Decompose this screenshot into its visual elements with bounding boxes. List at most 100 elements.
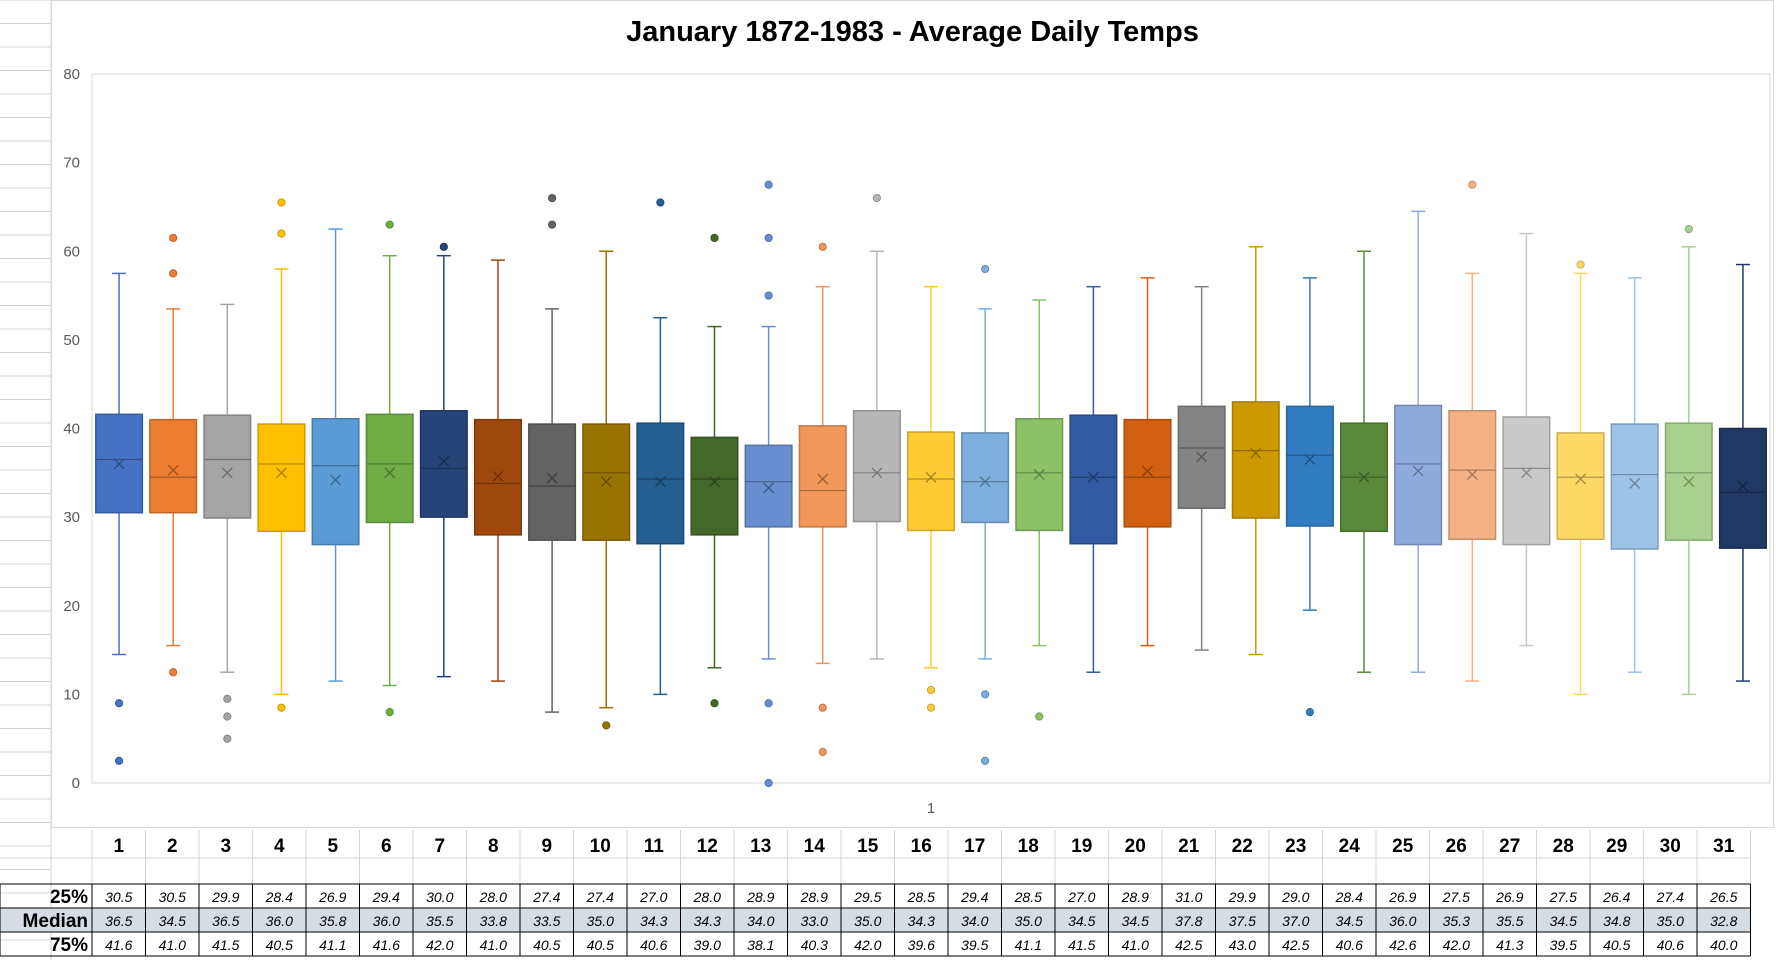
- cell-value: 28.5: [1014, 889, 1042, 905]
- cell-value: 42.0: [426, 937, 453, 953]
- box-day-24: [1340, 250, 1389, 673]
- box-day-18: [1015, 299, 1064, 721]
- cell-value: 32.8: [1710, 913, 1737, 929]
- cell-value: 40.6: [1336, 937, 1363, 953]
- box-day-20: [1123, 277, 1172, 647]
- box-day-15: [852, 193, 901, 660]
- outlier-point: [169, 668, 178, 677]
- iqr-box: [690, 436, 739, 536]
- mean-marker: [871, 467, 883, 479]
- mean-marker: [1683, 476, 1695, 488]
- cell-value: 41.0: [480, 937, 507, 953]
- cell-value: 40.5: [1603, 937, 1630, 953]
- outlier-point: [114, 756, 124, 765]
- iqr-box: [311, 418, 360, 546]
- cell-value: 30.5: [105, 889, 132, 905]
- cell-value: 27.5: [1442, 889, 1470, 905]
- cell-value: 34.3: [694, 913, 721, 929]
- cell-value: 42.0: [854, 937, 881, 953]
- cell-value: 35.0: [1015, 913, 1042, 929]
- mean-marker: [1087, 471, 1099, 483]
- box-day-7: [419, 242, 468, 678]
- cell-value: 29.5: [853, 889, 881, 905]
- cell-value: 42.5: [1282, 937, 1309, 953]
- day-number: 29: [1606, 836, 1627, 857]
- cell-value: 40.0: [1710, 937, 1737, 953]
- y-tick-label: 30: [63, 509, 80, 526]
- outlier-point: [169, 233, 178, 243]
- cell-value: 27.5: [1549, 889, 1577, 905]
- box-day-5: [311, 228, 360, 682]
- cell-value: 34.5: [1122, 913, 1149, 929]
- cell-value: 29.0: [1281, 889, 1309, 905]
- cell-value: 27.4: [1656, 889, 1684, 905]
- outlier-point: [1468, 180, 1477, 189]
- cell-value: 41.1: [1015, 937, 1042, 953]
- cell-value: 40.6: [640, 937, 667, 953]
- cell-value: 37.5: [1229, 913, 1256, 929]
- cell-value: 34.5: [1550, 913, 1577, 929]
- box-day-27: [1502, 232, 1551, 647]
- row-label: 75%: [50, 935, 88, 956]
- cell-value: 41.0: [159, 937, 186, 953]
- mean-marker: [654, 476, 666, 488]
- cell-value: 35.0: [854, 913, 881, 929]
- box-day-3: [203, 303, 252, 743]
- iqr-box: [528, 423, 577, 541]
- cell-value: 42.0: [1443, 937, 1470, 953]
- day-number: 10: [590, 836, 611, 857]
- outlier-point: [1684, 224, 1693, 234]
- box-day-13: [744, 180, 793, 788]
- cell-value: 27.4: [532, 889, 560, 905]
- day-number: 4: [274, 836, 285, 857]
- day-number: 7: [434, 836, 445, 857]
- mean-marker: [1466, 469, 1478, 481]
- row-label: Median: [23, 911, 88, 932]
- cell-value: 41.5: [212, 937, 239, 953]
- y-tick-label: 20: [63, 598, 80, 615]
- day-number: 6: [381, 836, 392, 857]
- row-label: 25%: [50, 887, 88, 908]
- cell-value: 26.4: [1602, 889, 1630, 905]
- cell-value: 30.5: [159, 889, 186, 905]
- day-number: 13: [750, 836, 771, 857]
- cell-value: 33.8: [480, 913, 507, 929]
- cell-value: 41.6: [373, 937, 400, 953]
- cell-value: 34.0: [961, 913, 988, 929]
- iqr-box: [798, 425, 847, 528]
- iqr-box: [1502, 416, 1551, 546]
- day-number: 16: [911, 836, 932, 857]
- iqr-box: [419, 410, 468, 518]
- iqr-box: [1394, 404, 1443, 546]
- mean-marker: [546, 472, 558, 484]
- cell-value: 31.0: [1175, 889, 1202, 905]
- box-day-30: [1664, 224, 1713, 696]
- cell-value: 28.9: [746, 889, 774, 905]
- box-day-14: [798, 242, 847, 757]
- box-day-17: [961, 264, 1010, 765]
- mean-marker: [1520, 467, 1532, 479]
- cell-value: 43.0: [1229, 937, 1256, 953]
- cell-value: 26.9: [318, 889, 346, 905]
- cell-value: 34.5: [1068, 913, 1095, 929]
- mean-marker: [1412, 465, 1424, 477]
- cell-value: 40.3: [801, 937, 828, 953]
- day-number: 26: [1446, 836, 1467, 857]
- box-day-2: [149, 233, 198, 677]
- mean-marker: [763, 482, 775, 494]
- mean-marker: [167, 464, 179, 476]
- outlier-point: [169, 269, 178, 278]
- box-day-6: [365, 220, 414, 717]
- outlier-point: [981, 264, 990, 274]
- day-number: 24: [1339, 836, 1361, 857]
- outlier-point: [764, 180, 773, 189]
- cell-value: 41.5: [1068, 937, 1095, 953]
- y-tick-label: 80: [63, 66, 80, 83]
- cell-value: 26.9: [1495, 889, 1523, 905]
- day-number: 19: [1071, 836, 1092, 857]
- median-row-highlight: [0, 908, 1751, 932]
- cell-value: 41.1: [319, 937, 346, 953]
- outlier-point: [764, 233, 773, 243]
- cell-value: 40.6: [1657, 937, 1684, 953]
- outlier-point: [981, 690, 990, 699]
